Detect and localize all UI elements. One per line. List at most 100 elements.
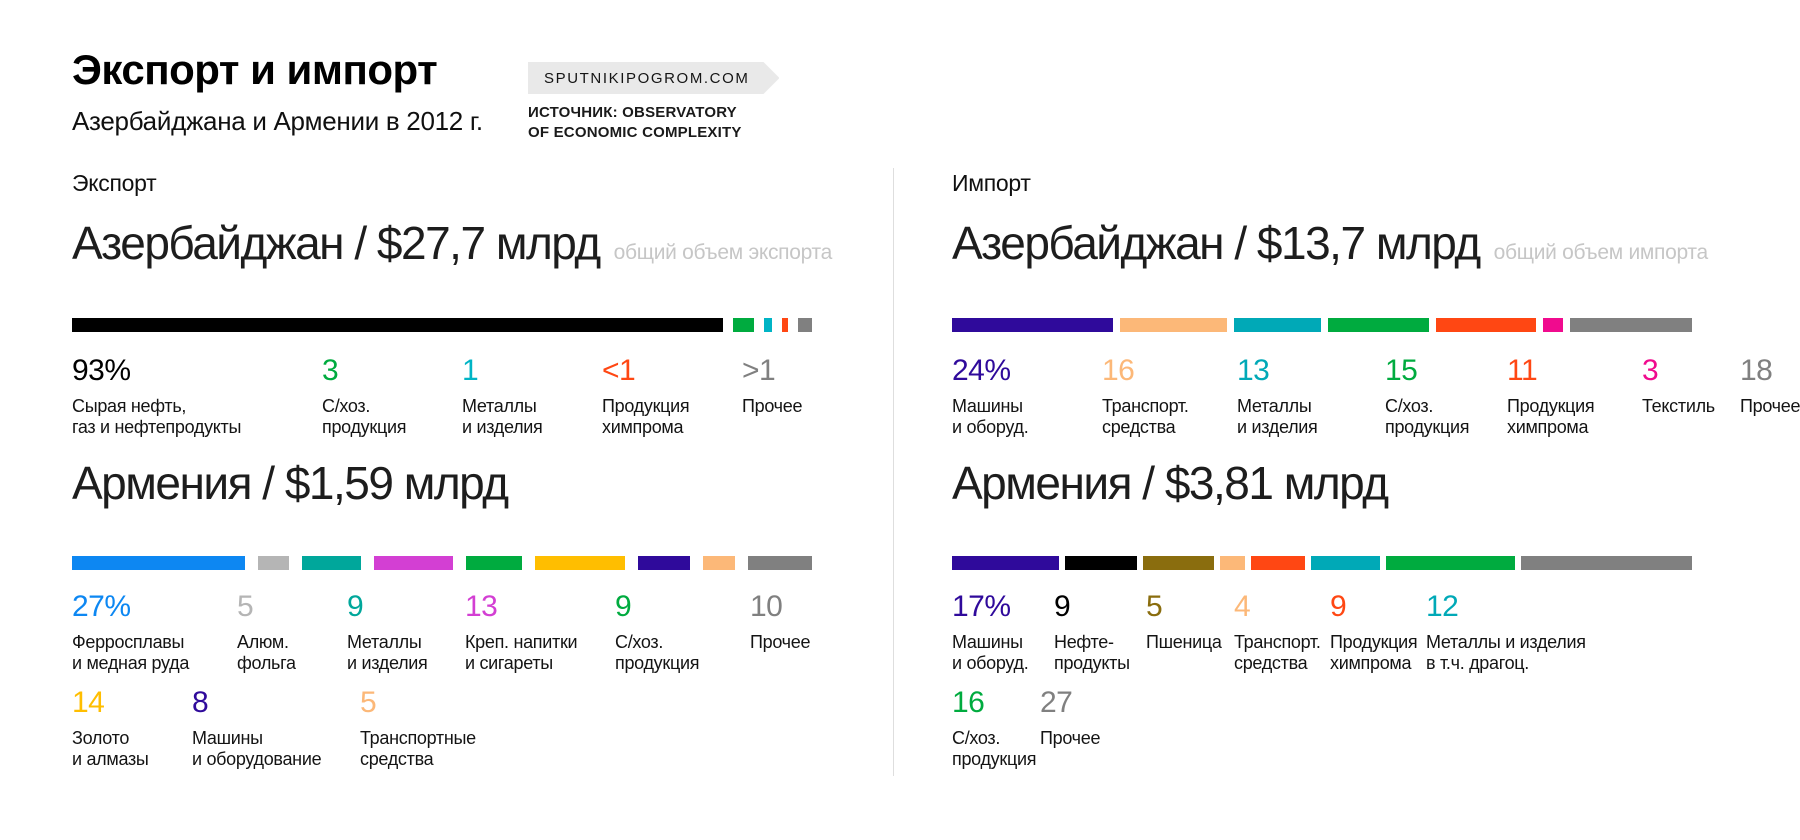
category-item: 4 Транспорт. средства	[1234, 590, 1330, 674]
category-value: 4	[1234, 590, 1251, 623]
category-item: 93% Сырая нефть, газ и нефтепродукты	[72, 354, 322, 438]
category-item: 8 Машины и оборудование	[192, 686, 360, 770]
category-label: Прочее	[742, 396, 803, 416]
category-label: Продукция химпрома	[602, 396, 690, 437]
category-item: 17% Машины и оборуд.	[952, 590, 1054, 674]
import-armenia-heading: Армения / $3,81 млрд	[952, 456, 1389, 510]
category-value: 16	[952, 686, 985, 719]
bar-segment	[257, 556, 289, 570]
category-item: 13 Металлы и изделия	[1237, 354, 1385, 438]
category-value: 13	[465, 590, 498, 623]
country-title: Армения / $3,81 млрд	[952, 457, 1389, 509]
export-section-label: Экспорт	[72, 170, 157, 196]
bar-segment	[798, 318, 812, 332]
category-item: 18 Прочее	[1740, 354, 1800, 438]
category-label: Продукция химпрома	[1507, 396, 1595, 437]
bar-segment	[1310, 556, 1381, 570]
category-label: С/хоз. продукция	[1385, 396, 1470, 437]
export-panel: Экспорт Азербайджан / $27,7 млрд общий о…	[72, 0, 884, 840]
import-armenia-bar	[952, 556, 1692, 570]
bar-segment	[301, 556, 361, 570]
category-item: 13 Креп. напитки и сигареты	[465, 590, 615, 674]
bar-segment	[764, 318, 773, 332]
category-value: <1	[602, 354, 636, 387]
country-title: Азербайджан / $13,7 млрд	[952, 217, 1481, 269]
bar-segment	[748, 556, 813, 570]
category-item: 9 С/хоз. продукция	[615, 590, 750, 674]
bar-segment	[1570, 318, 1693, 332]
category-item: 27 Прочее	[1040, 686, 1170, 770]
import-azerbaijan-bar	[952, 318, 1693, 332]
category-value: 5	[237, 590, 254, 623]
category-item: <1 Продукция химпрома	[602, 354, 742, 438]
category-label: Транспорт. средства	[1234, 632, 1321, 673]
bar-segment	[782, 318, 788, 332]
category-value: 1	[462, 354, 479, 387]
category-item: 9 Металлы и изделия	[347, 590, 465, 674]
export-armenia-legend-row2: 14 Золото и алмазы 8 Машины и оборудован…	[72, 686, 580, 770]
category-value: 3	[322, 354, 339, 387]
import-azerbaijan-legend: 24% Машины и оборуд. 16 Транспорт. средс…	[952, 354, 1800, 438]
category-value: 27	[1040, 686, 1073, 719]
export-azerbaijan-bar	[72, 318, 812, 332]
bar-segment	[1327, 318, 1429, 332]
category-label: Металлы и изделия	[462, 396, 543, 437]
data-source-note: ИСТОЧНИК: OBSERVATORY OF ECONOMIC COMPLE…	[528, 104, 742, 142]
bar-segment	[733, 318, 755, 332]
category-label: Металлы и изделия	[1237, 396, 1318, 437]
category-value: 10	[750, 590, 783, 623]
export-armenia-legend-row1: 27% Ферросплавы и медная руда 5 Алюм. фо…	[72, 590, 818, 674]
bar-segment	[703, 556, 736, 570]
category-label: Золото и алмазы	[72, 728, 149, 769]
bar-segment	[1435, 318, 1537, 332]
category-label: Машины и оборудование	[192, 728, 322, 769]
category-value: 9	[615, 590, 632, 623]
category-label: Прочее	[750, 632, 811, 652]
category-value: 12	[1426, 590, 1459, 623]
category-label: Машины и оборуд.	[952, 396, 1029, 437]
category-label: Прочее	[1040, 728, 1101, 748]
import-panel: Импорт Азербайджан / $13,7 млрд общий об…	[952, 0, 1800, 840]
export-azerbaijan-heading: Азербайджан / $27,7 млрд общий объем экс…	[72, 216, 832, 270]
category-item: 16 С/хоз. продукция	[952, 686, 1040, 770]
category-label: С/хоз. продукция	[615, 632, 700, 673]
category-item: 12 Металлы и изделия в т.ч. драгоц.	[1426, 590, 1594, 674]
category-item: 1 Металлы и изделия	[462, 354, 602, 438]
category-item: 27% Ферросплавы и медная руда	[72, 590, 237, 674]
category-label: Транспортные средства	[360, 728, 476, 769]
page-subtitle: Азербайджана и Армении в 2012 г.	[72, 106, 483, 136]
bar-segment	[1219, 556, 1246, 570]
bar-segment	[952, 318, 1113, 332]
vertical-divider	[893, 168, 894, 776]
category-value: 3	[1642, 354, 1659, 387]
import-armenia-legend-row2: 16 С/хоз. продукция 27 Прочее	[952, 686, 1170, 770]
bar-segment	[1543, 318, 1564, 332]
bar-segment	[72, 318, 724, 332]
category-value: 13	[1237, 354, 1270, 387]
import-azerbaijan-heading: Азербайджан / $13,7 млрд общий объем имп…	[952, 216, 1708, 270]
bar-segment	[1065, 556, 1137, 570]
import-armenia-legend-row1: 17% Машины и оборуд. 9 Нефте- продукты 5…	[952, 590, 1594, 674]
category-item: 9 Нефте- продукты	[1054, 590, 1146, 674]
category-item: 15 С/хоз. продукция	[1385, 354, 1507, 438]
category-label: Нефте- продукты	[1054, 632, 1130, 673]
category-label: Транспорт. средства	[1102, 396, 1189, 437]
country-title: Армения / $1,59 млрд	[72, 457, 509, 509]
category-label: Сырая нефть, газ и нефтепродукты	[72, 396, 242, 437]
category-label: Металлы и изделия	[347, 632, 428, 673]
bar-segment	[1386, 556, 1516, 570]
category-value: 9	[347, 590, 364, 623]
category-value: 16	[1102, 354, 1135, 387]
category-value: 15	[1385, 354, 1418, 387]
country-title: Азербайджан / $27,7 млрд	[72, 217, 601, 269]
bar-segment	[638, 556, 691, 570]
total-note: общий объем импорта	[1493, 241, 1708, 264]
category-item: 5 Транспортные средства	[360, 686, 580, 770]
bar-segment	[952, 556, 1060, 570]
category-item: >1 Прочее	[742, 354, 810, 438]
category-value: 93%	[72, 354, 131, 387]
total-note: общий объем экспорта	[613, 241, 833, 264]
category-value: 5	[1146, 590, 1163, 623]
category-label: Текстиль	[1642, 396, 1715, 416]
category-item: 11 Продукция химпрома	[1507, 354, 1642, 438]
